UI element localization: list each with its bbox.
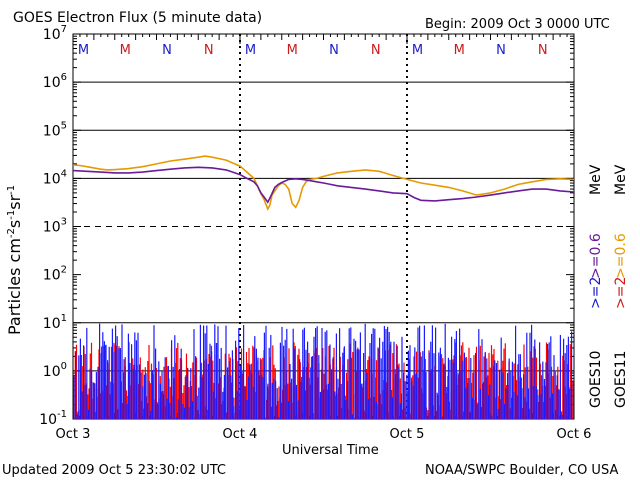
footer-source: NOAA/SWPC Boulder, CO USA: [425, 463, 618, 478]
begin-label: Begin: 2009 Oct 3 0000 UTC: [425, 17, 610, 32]
series-group: [72, 155, 575, 419]
mn-marker-m: M: [412, 43, 423, 58]
legend-label-2: >=2: [588, 277, 604, 309]
mn-marker-n: N: [329, 43, 339, 58]
legend-label-5: >=0.6: [613, 233, 629, 279]
y-tick-label: 105: [43, 120, 67, 139]
legend-label-7: MeV: [613, 164, 629, 195]
y-axis-label: Particles cm-2s-1sr-1: [5, 185, 24, 335]
series-line-goes11-0p6mev: [72, 155, 575, 212]
y-tick-label: 104: [43, 168, 67, 187]
mn-marker-n: N: [371, 43, 381, 58]
mn-marker-m: M: [245, 43, 256, 58]
series-line-goes10-0p6mev: [72, 166, 575, 204]
y-tick-label: 101: [43, 313, 67, 332]
x-axis-label: Universal Time: [282, 443, 379, 458]
legend-label-1: GOES11: [613, 351, 629, 408]
y-axis-ticks: 10-1 100 101 102 103 104 105 106 107: [39, 24, 574, 428]
mn-marker-n: N: [496, 43, 506, 58]
x-tick-label: Oct 5: [390, 427, 425, 442]
mn-marker-n: N: [162, 43, 172, 58]
x-tick-label: Oct 3: [56, 427, 91, 442]
legend-label-0: GOES10: [588, 351, 604, 408]
y-axis-label-group: Particles cm-2s-1sr-1: [5, 185, 24, 335]
mn-marker-m: M: [120, 43, 131, 58]
y-tick-label: 102: [43, 265, 67, 284]
y-tick-label: 100: [43, 361, 67, 380]
x-tick-label: Oct 6: [557, 427, 592, 442]
footer-updated: Updated 2009 Oct 5 23:30:02 UTC: [2, 463, 226, 478]
legend-label-4: >=0.6: [588, 233, 604, 279]
mn-marker-m: M: [287, 43, 298, 58]
mn-marker-n: N: [204, 43, 214, 58]
legend-label-6: MeV: [588, 164, 604, 195]
x-tick-label: Oct 4: [223, 427, 258, 442]
mn-marker-n: N: [538, 43, 548, 58]
chart-title: GOES Electron Flux (5 minute data): [13, 10, 262, 26]
y-tick-label: 106: [43, 72, 67, 91]
y-tick-label: 10-1: [39, 409, 67, 428]
y-tick-label: 103: [43, 217, 67, 236]
mn-marker-m: M: [454, 43, 465, 58]
series-goes10-2mev: [73, 323, 573, 419]
legend-label-3: >=2: [613, 277, 629, 309]
mn-marker-m: M: [78, 43, 89, 58]
y-tick-label: 107: [43, 24, 67, 43]
